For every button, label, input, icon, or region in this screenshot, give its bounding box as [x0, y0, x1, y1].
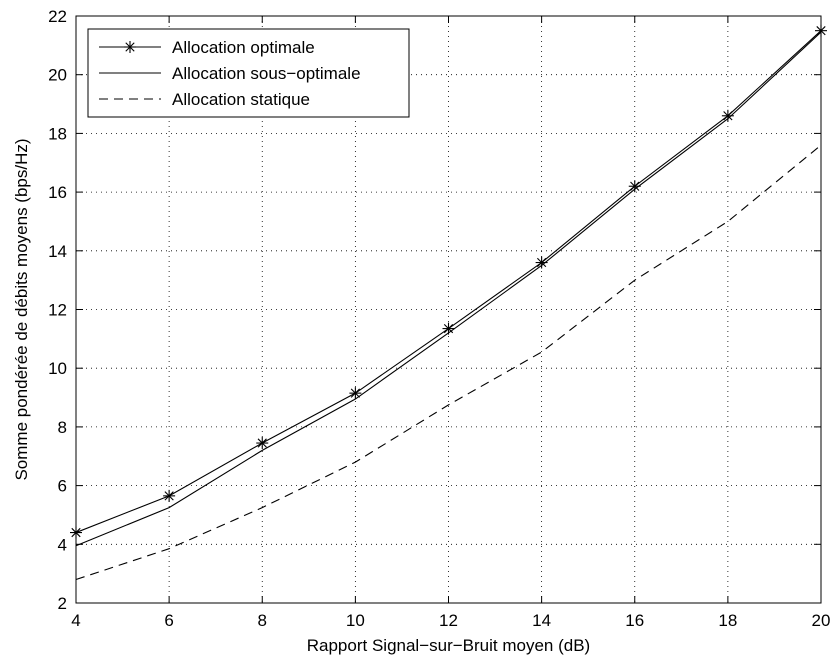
y-tick-labels: 2 4 6 8 10 12 14 16 18 20 22	[48, 7, 67, 613]
x-tick-label: 16	[625, 611, 644, 630]
y-tick-label: 20	[48, 66, 67, 85]
series-layer	[70, 24, 827, 581]
series-line-3	[75, 144, 822, 581]
y-tick-label: 4	[58, 535, 67, 554]
y-tick-label: 22	[48, 7, 67, 26]
data-point	[163, 489, 176, 502]
x-tick-label: 12	[439, 611, 458, 630]
legend-label: Allocation sous−optimale	[172, 64, 361, 83]
series-line-2	[75, 31, 822, 547]
x-tick-label: 14	[532, 611, 551, 630]
tick-marks	[75, 15, 822, 604]
data-point	[256, 437, 269, 450]
legend-item-2: Allocation sous−optimale	[99, 64, 361, 83]
legend-label: Allocation optimale	[172, 38, 315, 57]
x-tick-label: 6	[164, 611, 173, 630]
y-tick-label: 16	[48, 183, 67, 202]
legend-item-3: Allocation statique	[99, 90, 310, 109]
y-tick-label: 12	[48, 301, 67, 320]
y-tick-label: 8	[58, 418, 67, 437]
legend-marker	[124, 41, 136, 53]
x-tick-label: 18	[718, 611, 737, 630]
y-tick-label: 10	[48, 359, 67, 378]
data-point	[349, 387, 362, 400]
data-point	[721, 109, 734, 122]
legend-label: Allocation statique	[172, 90, 310, 109]
x-tick-label: 8	[258, 611, 267, 630]
y-tick-label: 6	[58, 477, 67, 496]
x-tick-label: 20	[812, 611, 831, 630]
x-axis-label: Rapport Signal−sur−Bruit moyen (dB)	[307, 636, 590, 655]
y-tick-label: 2	[58, 594, 67, 613]
data-point	[628, 180, 641, 193]
y-tick-label: 18	[48, 124, 67, 143]
y-tick-label: 14	[48, 242, 67, 261]
y-axis-label: Somme pondérée de débits moyens (bps/Hz)	[12, 138, 31, 480]
legend: Allocation optimale Allocation sous−optim…	[87, 28, 410, 118]
x-tick-label: 4	[71, 611, 80, 630]
x-tick-label: 10	[346, 611, 365, 630]
data-point	[535, 256, 548, 269]
grid-lines	[76, 16, 821, 603]
legend-item-1: Allocation optimale	[99, 38, 315, 57]
x-tick-labels: 4 6 8 10 12 14 16 18 20	[71, 611, 830, 630]
